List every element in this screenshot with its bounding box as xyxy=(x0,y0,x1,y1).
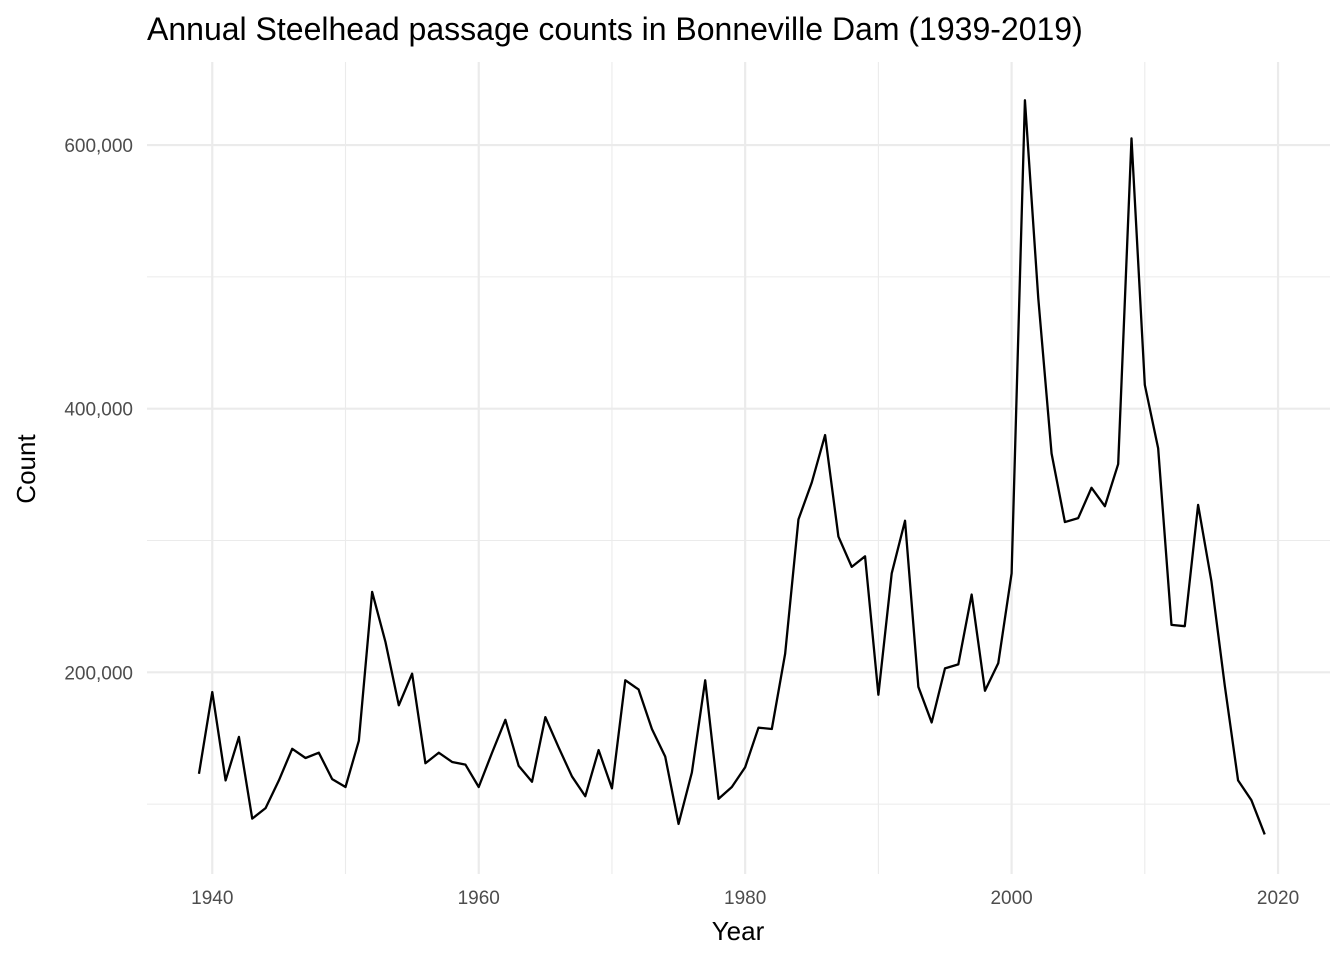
y-axis-title: Count xyxy=(11,434,41,504)
y-tick-label: 400,000 xyxy=(64,400,133,421)
x-tick-label: 1980 xyxy=(724,888,766,909)
y-tick-label: 600,000 xyxy=(64,136,133,157)
grid-layer xyxy=(147,62,1330,874)
x-tick-label: 1960 xyxy=(458,888,500,909)
y-tick-labels: 200,000 400,000 600,000 xyxy=(64,136,133,684)
chart-title: Annual Steelhead passage counts in Bonne… xyxy=(147,11,1083,47)
x-tick-labels: 1940 1960 1980 2000 2020 xyxy=(191,888,1299,909)
x-tick-label: 2020 xyxy=(1257,888,1299,909)
x-tick-label: 2000 xyxy=(990,888,1032,909)
x-tick-label: 1940 xyxy=(191,888,233,909)
y-tick-label: 200,000 xyxy=(64,663,133,684)
x-axis-title: Year xyxy=(712,916,765,946)
series-line-steelhead-count xyxy=(197,99,1266,835)
